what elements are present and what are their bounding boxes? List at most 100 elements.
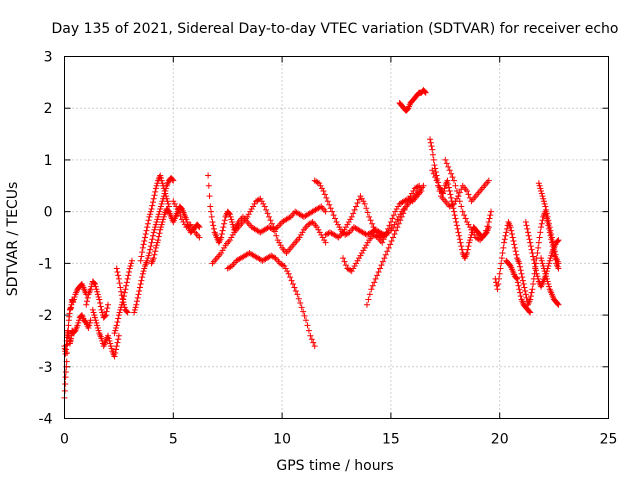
data-point bbox=[543, 206, 550, 213]
data-point bbox=[538, 220, 545, 227]
data-point bbox=[158, 200, 165, 207]
data-point bbox=[273, 225, 280, 232]
data-point bbox=[85, 325, 92, 331]
data-point bbox=[86, 322, 93, 329]
data-point bbox=[268, 220, 275, 227]
data-point bbox=[347, 216, 354, 223]
data-point bbox=[251, 200, 258, 207]
data-point bbox=[117, 284, 124, 291]
data-point bbox=[334, 221, 341, 228]
data-point bbox=[498, 255, 505, 262]
data-point bbox=[444, 177, 451, 184]
data-point bbox=[323, 194, 330, 201]
y-tick-label: -3 bbox=[39, 360, 53, 376]
data-point bbox=[320, 187, 327, 194]
data-point bbox=[448, 170, 455, 177]
data-point bbox=[140, 268, 147, 275]
data-point bbox=[369, 220, 376, 227]
data-point bbox=[527, 296, 534, 303]
data-point bbox=[392, 227, 399, 234]
data-point bbox=[539, 217, 546, 224]
data-point bbox=[329, 208, 336, 215]
data-point bbox=[529, 250, 536, 257]
data-point bbox=[124, 275, 131, 282]
data-point bbox=[164, 198, 171, 205]
data-point bbox=[120, 301, 127, 308]
data-point bbox=[148, 206, 155, 213]
data-point bbox=[115, 272, 122, 279]
data-point bbox=[121, 289, 128, 296]
series-track-4 bbox=[89, 306, 122, 360]
data-point bbox=[539, 193, 546, 200]
data-point bbox=[481, 231, 488, 238]
data-point bbox=[228, 234, 235, 241]
data-point bbox=[332, 215, 339, 222]
data-point bbox=[136, 284, 143, 291]
data-point bbox=[105, 335, 112, 342]
data-point bbox=[115, 275, 122, 282]
data-point bbox=[495, 275, 502, 282]
data-point bbox=[208, 208, 215, 215]
data-point bbox=[427, 136, 434, 143]
x-tick-label: 10 bbox=[273, 432, 291, 448]
data-point bbox=[297, 231, 304, 238]
data-point bbox=[279, 262, 286, 269]
data-point bbox=[375, 268, 382, 275]
data-point bbox=[142, 234, 149, 241]
data-point bbox=[316, 180, 323, 187]
data-point bbox=[157, 226, 164, 233]
data-point bbox=[351, 206, 358, 213]
data-point bbox=[133, 301, 140, 308]
data-point bbox=[372, 275, 379, 282]
data-point bbox=[303, 317, 310, 324]
data-point bbox=[522, 218, 529, 225]
data-point bbox=[466, 224, 473, 231]
data-point bbox=[155, 233, 162, 240]
data-point bbox=[540, 198, 547, 205]
data-point bbox=[138, 253, 145, 260]
data-point bbox=[391, 231, 398, 238]
data-point bbox=[297, 300, 304, 307]
data-point bbox=[316, 204, 323, 211]
data-point bbox=[142, 231, 149, 238]
data-point bbox=[149, 236, 156, 243]
data-point bbox=[482, 227, 489, 234]
y-tick-label: 2 bbox=[44, 101, 53, 117]
data-point bbox=[528, 246, 535, 253]
data-point bbox=[298, 304, 305, 311]
data-point bbox=[140, 241, 147, 248]
x-tick-label: 5 bbox=[169, 432, 178, 448]
data-point bbox=[548, 234, 555, 241]
chart-title: Day 135 of 2021, Sidereal Day-to-day VTE… bbox=[52, 21, 619, 37]
data-point bbox=[74, 322, 81, 329]
data-point bbox=[517, 293, 524, 300]
data-point bbox=[87, 317, 94, 324]
data-point bbox=[118, 288, 125, 295]
series-track-26 bbox=[503, 257, 534, 316]
data-point bbox=[441, 185, 448, 192]
data-point bbox=[429, 146, 436, 153]
data-point bbox=[83, 298, 90, 305]
data-point bbox=[264, 210, 271, 217]
data-point bbox=[538, 257, 545, 264]
data-point bbox=[527, 293, 534, 300]
data-point bbox=[525, 232, 532, 239]
y-tick-label: -1 bbox=[39, 256, 53, 272]
data-point bbox=[445, 163, 452, 170]
data-point bbox=[451, 200, 458, 207]
data-point bbox=[156, 230, 163, 237]
data-point bbox=[534, 250, 541, 257]
data-point bbox=[517, 263, 524, 270]
data-point bbox=[364, 209, 371, 216]
data-point bbox=[147, 211, 154, 218]
data-point bbox=[545, 281, 552, 288]
data-point bbox=[308, 219, 315, 226]
data-point bbox=[229, 231, 236, 238]
data-point bbox=[286, 214, 293, 221]
data-point bbox=[449, 201, 456, 208]
data-point bbox=[157, 224, 164, 231]
data-point bbox=[146, 213, 153, 220]
data-point bbox=[334, 233, 341, 240]
data-point bbox=[117, 306, 124, 313]
data-point bbox=[128, 257, 135, 264]
